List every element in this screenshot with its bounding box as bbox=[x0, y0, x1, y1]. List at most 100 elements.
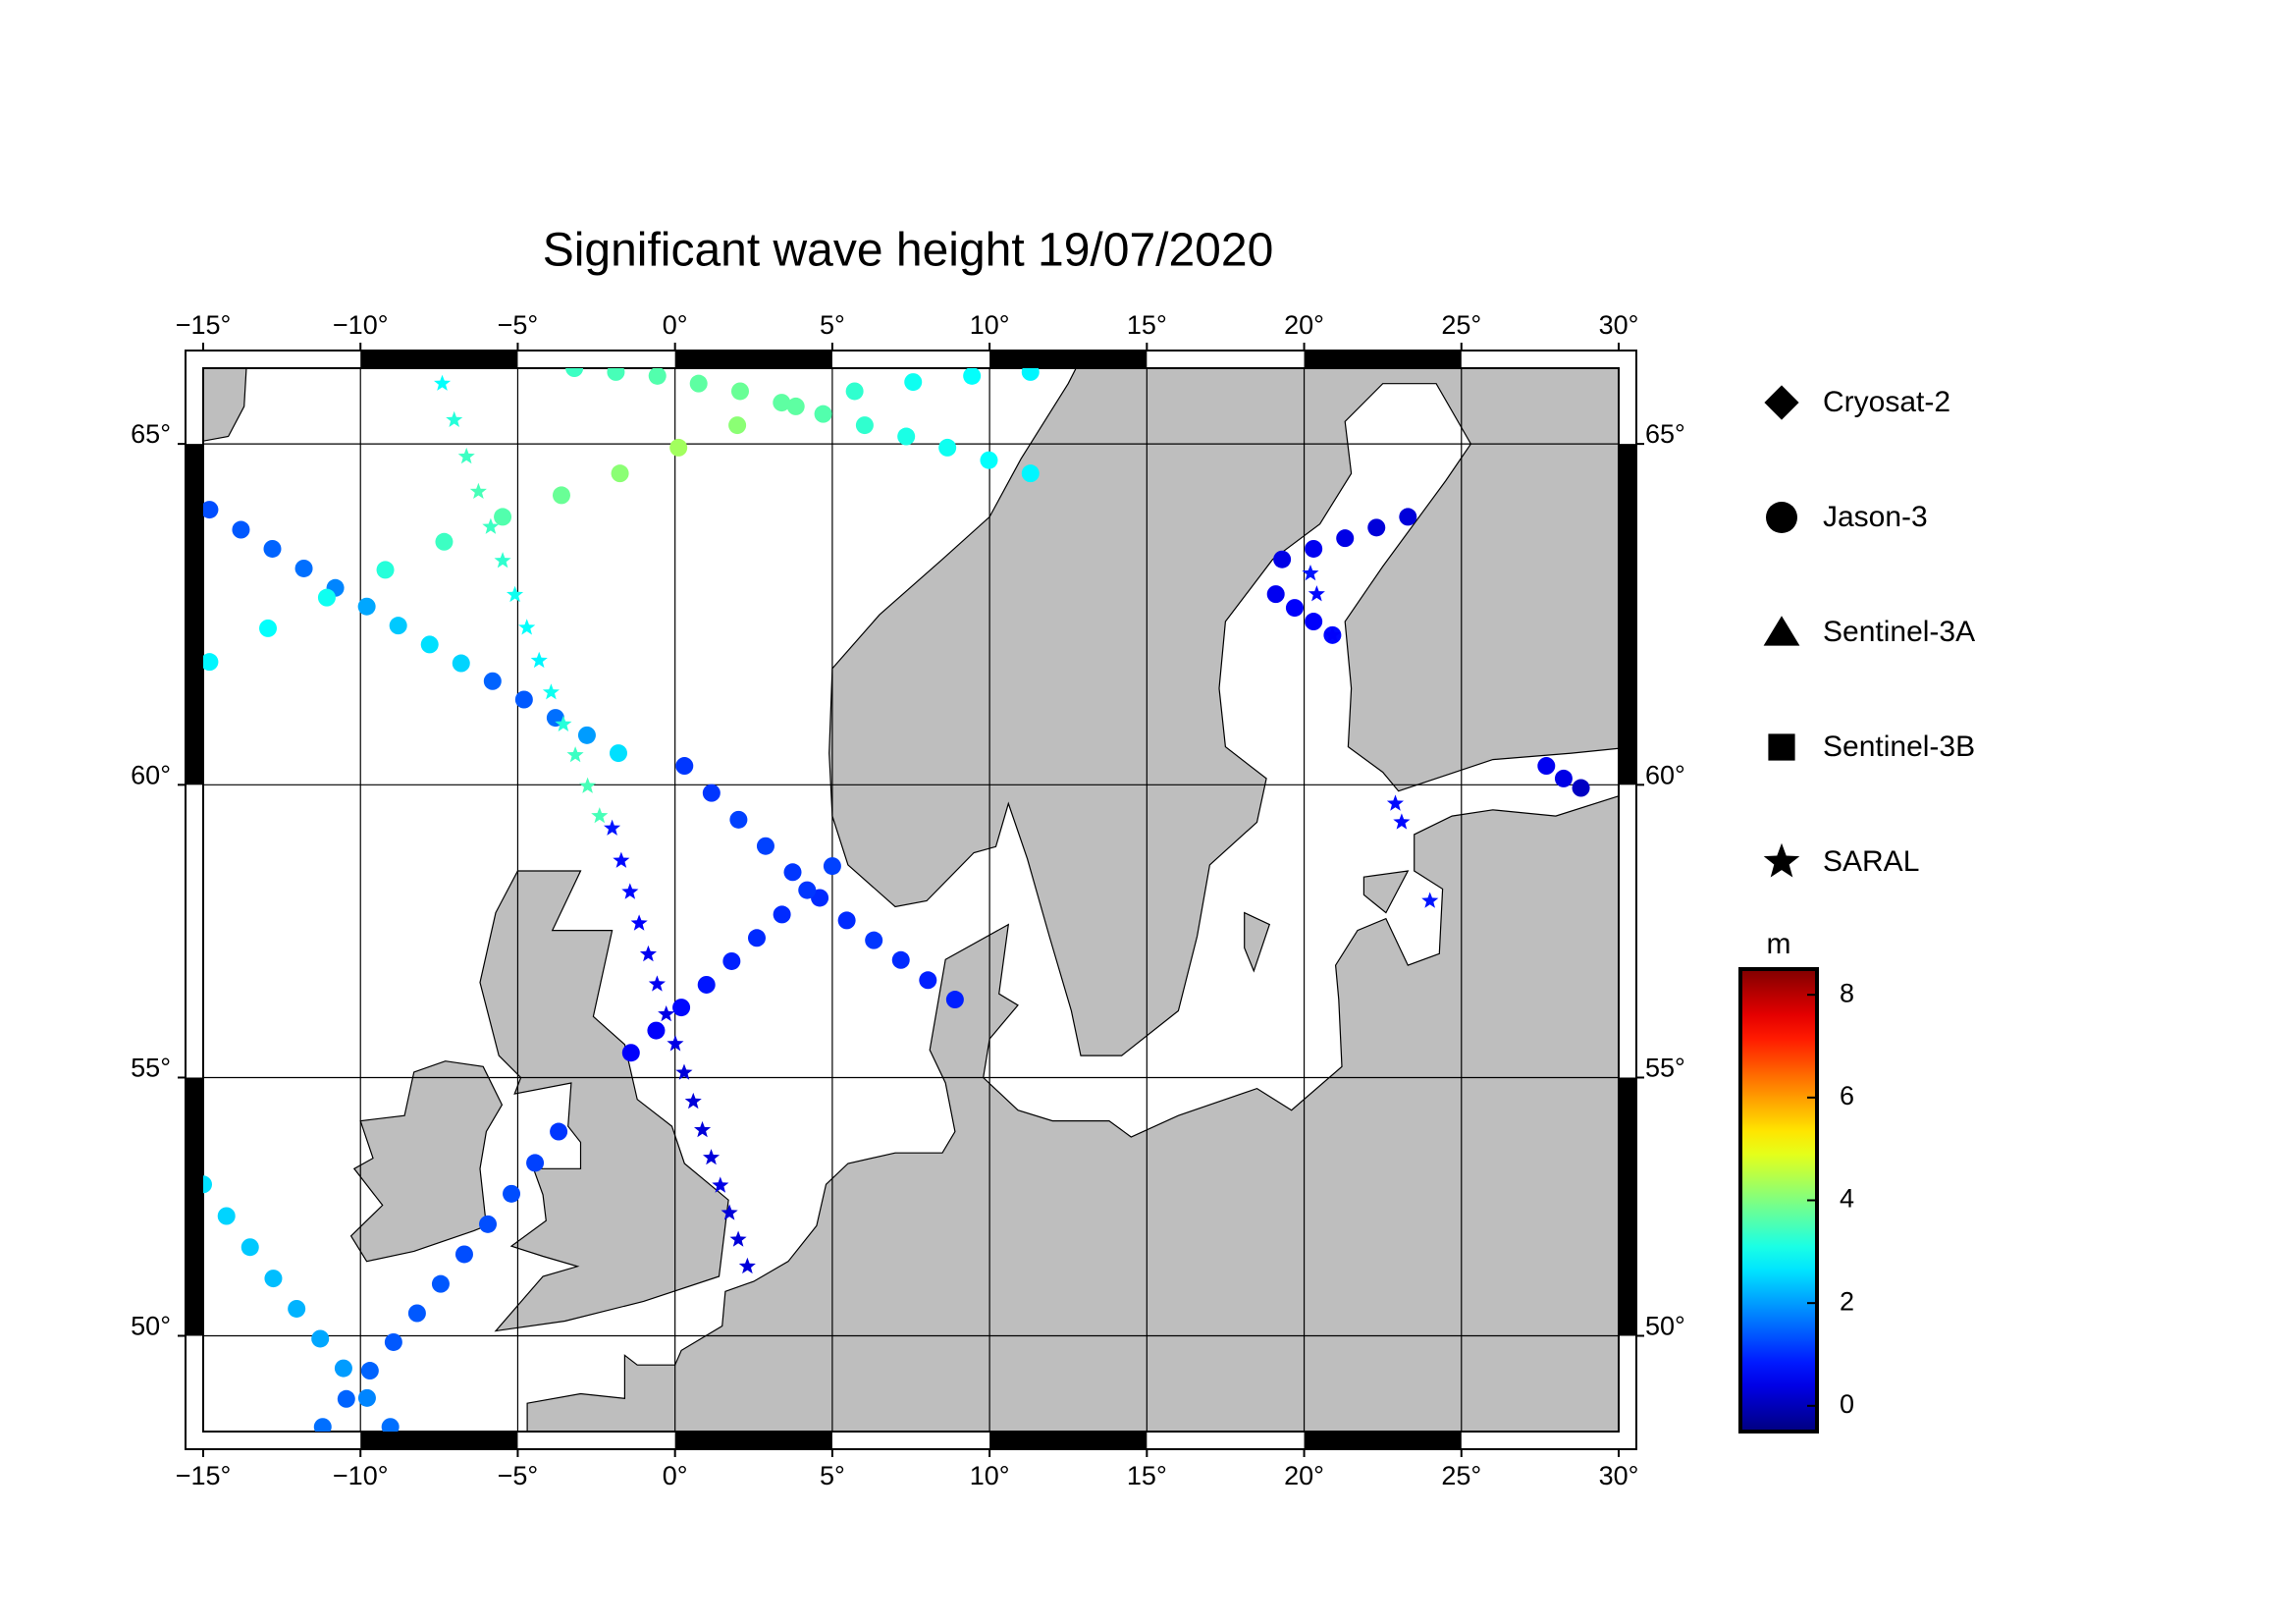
data-point bbox=[203, 653, 219, 672]
data-point bbox=[514, 690, 533, 709]
data-point bbox=[621, 1044, 640, 1062]
colorbar-label: m bbox=[1767, 928, 1791, 960]
x-tick-label: 10° bbox=[970, 310, 1010, 340]
data-point bbox=[317, 588, 336, 607]
data-point bbox=[697, 975, 716, 994]
colorbar-tick-label: 8 bbox=[1840, 978, 1854, 1007]
y-tick-label: 50° bbox=[131, 1312, 171, 1341]
data-point bbox=[648, 975, 666, 992]
data-point bbox=[919, 971, 937, 990]
legend-label: Sentinel-3A bbox=[1823, 616, 1975, 648]
data-point bbox=[313, 1418, 332, 1432]
frame-bar bbox=[360, 1432, 518, 1449]
colorbar bbox=[1738, 967, 1819, 1434]
data-point bbox=[747, 929, 766, 947]
frame bbox=[185, 350, 1637, 1450]
y-tick-label: 60° bbox=[131, 760, 171, 789]
data-point bbox=[773, 905, 791, 924]
data-point bbox=[945, 991, 964, 1009]
y-tick-label: 65° bbox=[131, 419, 171, 449]
data-point bbox=[756, 837, 774, 855]
colorbar-tick-label: 0 bbox=[1840, 1389, 1854, 1419]
land-area bbox=[1362, 870, 1410, 914]
data-point bbox=[232, 520, 250, 539]
data-point bbox=[446, 410, 463, 427]
data-point bbox=[337, 1389, 355, 1408]
data-point bbox=[712, 1176, 729, 1193]
data-point bbox=[288, 1299, 306, 1318]
data-point bbox=[891, 950, 910, 969]
x-tick-label: 20° bbox=[1284, 1461, 1324, 1490]
legend-label: Jason-3 bbox=[1823, 501, 1928, 533]
data-point bbox=[1421, 892, 1439, 908]
data-point bbox=[728, 416, 747, 435]
data-point bbox=[1305, 613, 1323, 631]
data-point bbox=[1021, 464, 1040, 483]
data-point bbox=[203, 501, 219, 519]
legend-label: SARAL bbox=[1823, 845, 1919, 878]
colorbar-tick-label: 6 bbox=[1840, 1081, 1854, 1110]
frame-bar bbox=[1304, 1432, 1462, 1449]
data-point bbox=[1399, 508, 1417, 526]
data-point bbox=[845, 382, 864, 401]
data-point bbox=[482, 517, 500, 534]
x-tick-label: 0° bbox=[663, 310, 688, 340]
data-point bbox=[963, 368, 982, 385]
data-point bbox=[897, 427, 916, 446]
data-point bbox=[389, 617, 407, 635]
data-point bbox=[384, 1332, 402, 1351]
data-point bbox=[648, 368, 667, 385]
x-tick-label: 30° bbox=[1599, 1461, 1639, 1490]
data-point bbox=[703, 1149, 721, 1165]
data-point bbox=[607, 368, 625, 381]
x-tick-label: −15° bbox=[176, 310, 232, 340]
data-point bbox=[381, 1418, 400, 1432]
data-point bbox=[259, 619, 278, 637]
data-point bbox=[454, 1245, 473, 1264]
data-point bbox=[798, 881, 817, 899]
frame bbox=[202, 367, 1620, 1433]
data-point bbox=[565, 368, 584, 377]
data-point bbox=[721, 1204, 738, 1220]
data-point bbox=[503, 1184, 521, 1203]
data-point bbox=[435, 532, 454, 551]
data-point bbox=[630, 914, 648, 931]
data-point bbox=[1021, 368, 1040, 381]
data-point bbox=[672, 999, 691, 1017]
data-point bbox=[550, 1122, 568, 1141]
tracks bbox=[203, 368, 1590, 1432]
x-tick-label: 5° bbox=[820, 1461, 845, 1490]
data-point bbox=[1266, 585, 1285, 604]
data-point bbox=[203, 1175, 212, 1194]
land-area bbox=[1244, 911, 1271, 973]
colorbar-tick-label: 4 bbox=[1840, 1184, 1854, 1214]
land-area bbox=[828, 368, 1619, 1056]
data-point bbox=[1393, 813, 1411, 830]
data-point bbox=[1554, 769, 1573, 787]
data-point bbox=[507, 585, 524, 603]
data-point bbox=[689, 374, 708, 393]
data-point bbox=[526, 1154, 545, 1172]
data-point bbox=[1302, 565, 1319, 581]
frame-bar bbox=[1619, 1077, 1636, 1336]
data-point bbox=[263, 539, 282, 558]
data-point bbox=[591, 807, 609, 824]
data-point bbox=[311, 1329, 330, 1348]
data-point bbox=[609, 744, 627, 763]
data-point bbox=[694, 1120, 712, 1138]
data-point bbox=[360, 1362, 379, 1380]
data-point bbox=[1336, 529, 1355, 548]
data-point bbox=[639, 945, 657, 962]
data-point bbox=[823, 857, 841, 876]
data-point bbox=[865, 931, 883, 949]
legend-marker bbox=[1768, 733, 1795, 761]
x-tick-label: −10° bbox=[333, 310, 389, 340]
x-tick-label: 25° bbox=[1441, 1461, 1481, 1490]
data-point bbox=[1305, 539, 1323, 558]
frame-bar bbox=[186, 1077, 203, 1336]
data-point bbox=[555, 715, 572, 731]
data-point bbox=[407, 1304, 426, 1323]
frame-bar bbox=[989, 351, 1148, 368]
data-point bbox=[814, 405, 832, 423]
data-point bbox=[566, 746, 584, 763]
